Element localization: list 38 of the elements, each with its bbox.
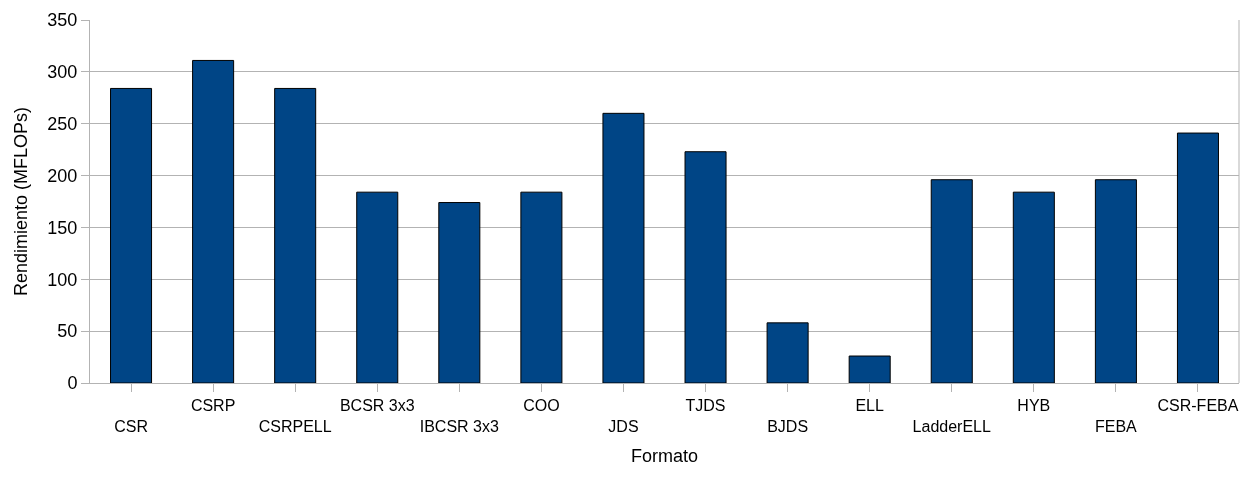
bar: [684, 151, 727, 383]
y-tick-label: 250: [47, 114, 78, 135]
bar: [520, 191, 563, 383]
x-tick-label: CSRPELL: [258, 418, 332, 435]
y-tick-label: 150: [47, 217, 78, 238]
x-tick-label: ELL: [855, 397, 885, 415]
bar: [274, 87, 317, 383]
x-tick-label: COO: [523, 397, 560, 415]
bar: [848, 355, 891, 383]
bar: [110, 87, 153, 383]
x-tick-label: IBCSR 3x3: [419, 418, 499, 435]
bar: [438, 202, 481, 383]
bar: [1012, 191, 1055, 383]
y-tick-label: 350: [47, 10, 78, 31]
x-tick-label: JDS: [608, 418, 639, 435]
x-tick-label: BJDS: [767, 418, 809, 435]
bar: [1094, 179, 1137, 383]
bar: [930, 179, 973, 383]
x-tick-label: TJDS: [685, 397, 726, 415]
x-tick-label: BCSR 3x3: [339, 397, 415, 415]
y-axis-title: Rendimiento (MFLOPs): [10, 106, 31, 297]
x-tick-label: HYB: [1017, 397, 1051, 415]
x-tick-label: CSRP: [190, 397, 236, 415]
y-tick-label: 200: [47, 165, 78, 186]
bar: [192, 59, 235, 383]
x-tick-label: CSR-FEBA: [1157, 397, 1239, 415]
x-tick-label: CSR: [114, 418, 148, 435]
x-tick-label: FEBA: [1094, 418, 1138, 435]
y-tick-label: 0: [67, 373, 78, 394]
y-tick-label: 50: [57, 321, 78, 342]
bar: [602, 112, 645, 383]
bar: [766, 322, 809, 383]
x-tick-label: LadderELL: [912, 418, 991, 435]
y-tick-label: 100: [47, 269, 78, 290]
y-tick-label: 300: [47, 62, 78, 83]
bar: [1176, 132, 1219, 383]
bar: [356, 191, 399, 383]
x-axis-title: Formato: [630, 446, 699, 467]
